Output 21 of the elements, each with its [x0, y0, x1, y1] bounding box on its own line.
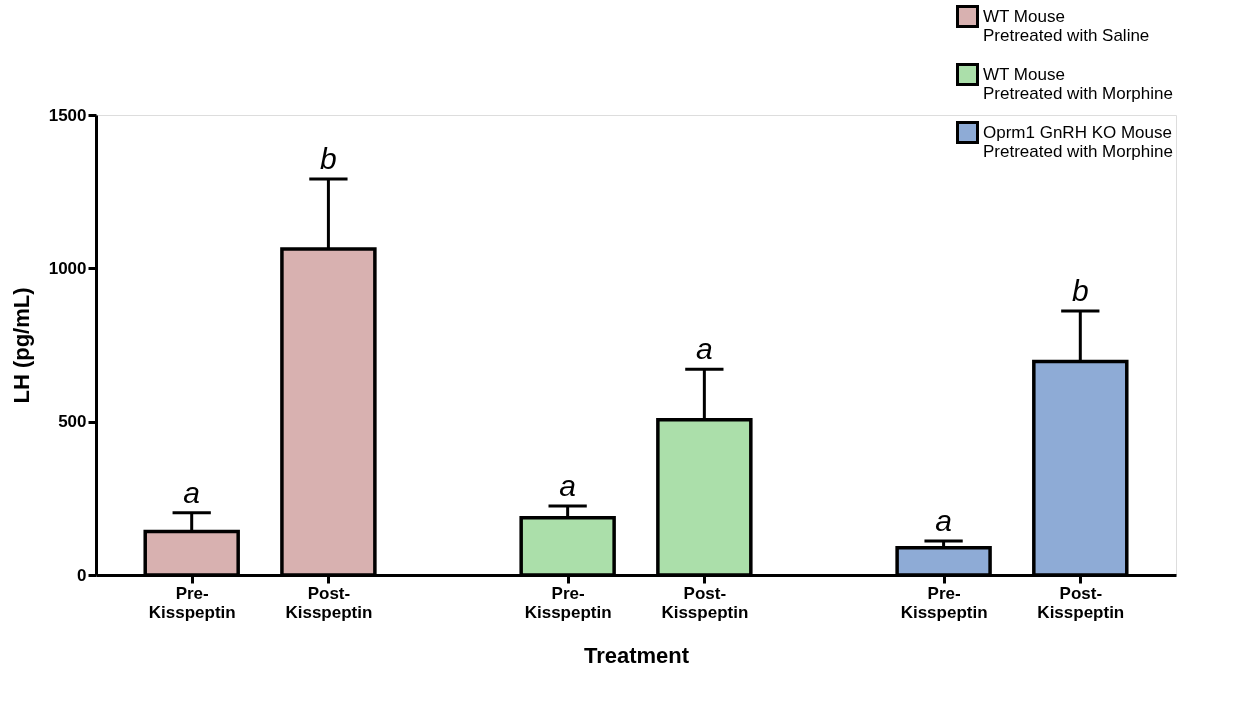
y-tick-label: 0: [77, 565, 87, 585]
data-label: a: [696, 332, 713, 366]
data-label: a: [183, 475, 201, 509]
y-tick-label: 1500: [48, 105, 87, 125]
x-tick-label: Pre- Kisspeptin: [900, 583, 988, 622]
legend-label: WT Mouse Pretreated with Saline: [983, 6, 1150, 45]
legend-label: WT Mouse Pretreated with Morphine: [983, 64, 1173, 103]
data-label: b: [320, 142, 337, 176]
y-axis-title: LH (pg/mL): [8, 287, 34, 404]
x-tick-label: Post- Kisspeptin: [661, 583, 749, 622]
x-tick-label: Post- Kisspeptin: [285, 583, 373, 622]
x-tick-label: Post- Kisspeptin: [1037, 583, 1125, 622]
legend-label: Oprm1 GnRH KO Mouse Pretreated with Morphine: [983, 122, 1173, 161]
x-axis-title: Treatment: [583, 642, 690, 668]
x-tick-label: Pre- Kisspeptin: [148, 583, 236, 622]
y-tick-label: 1000: [48, 258, 87, 278]
data-label: b: [1071, 273, 1089, 307]
y-tick-label: 500: [58, 412, 87, 432]
data-label: a: [559, 469, 576, 502]
x-tick-label: Pre- Kisspeptin: [524, 583, 612, 622]
data-label: a: [935, 503, 952, 537]
